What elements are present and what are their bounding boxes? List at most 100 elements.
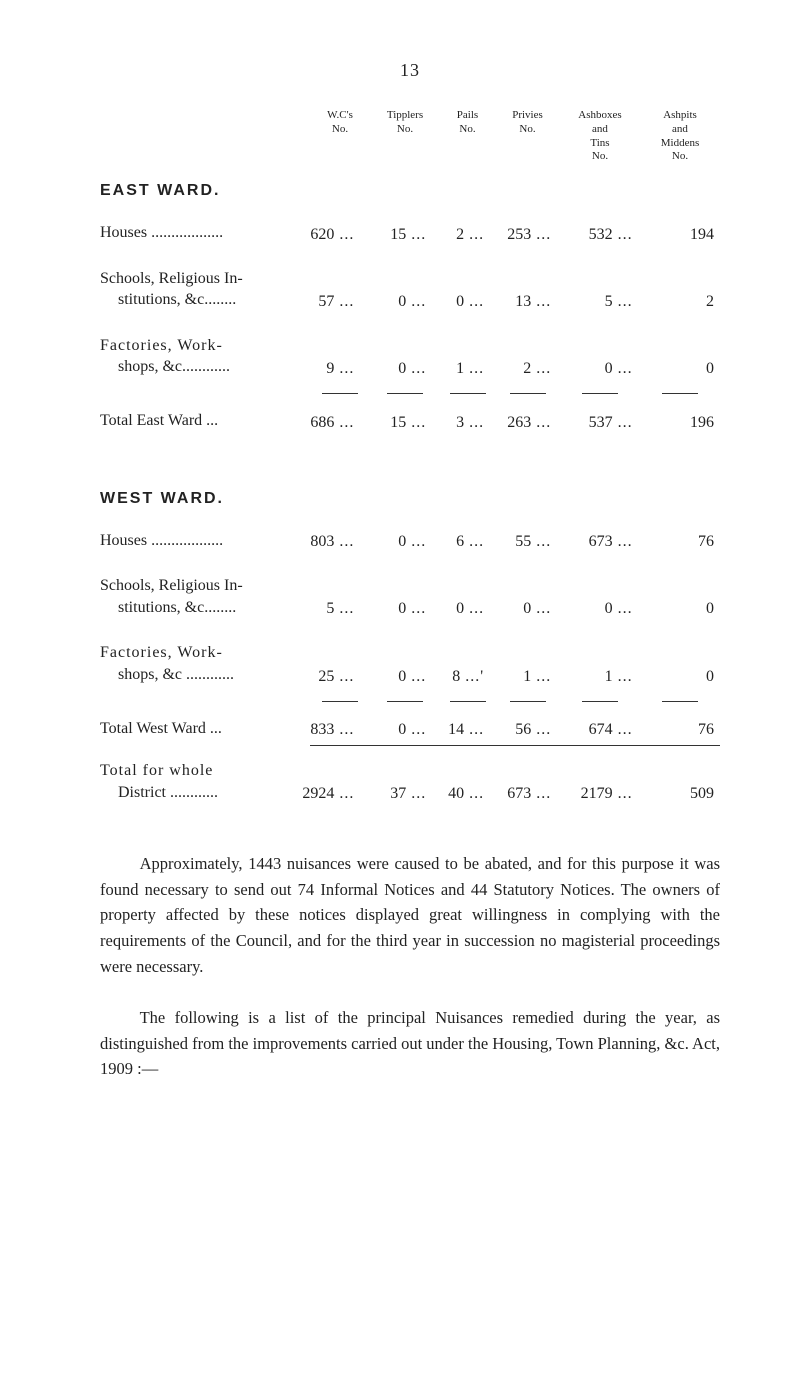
row-label: Houses ..................: [100, 530, 298, 552]
cell: 509: [639, 785, 720, 803]
row-label: Total East Ward ...: [100, 410, 298, 432]
header-text: No.: [310, 123, 370, 137]
row-label-line: stitutions, &c........: [100, 289, 298, 311]
header-ashboxes: Ashboxes and Tins No.: [560, 109, 640, 164]
cell: 1 ...: [432, 360, 490, 378]
header-text: No.: [370, 123, 440, 137]
cell: 2 ...: [490, 360, 557, 378]
cell: 2 ...: [432, 226, 490, 244]
cell: 0: [639, 360, 720, 378]
subtotal-rule: [100, 690, 720, 708]
cell: 0 ...: [490, 600, 557, 618]
table-row: Houses .................. 620 ... 15 ...…: [100, 222, 720, 244]
cell: 0: [639, 600, 720, 618]
cell: 13 ...: [490, 293, 557, 311]
cell: 2179 ...: [557, 785, 638, 803]
header-text: W.C's: [310, 109, 370, 123]
cell: 37 ...: [360, 785, 432, 803]
cell: 0 ...: [557, 360, 638, 378]
subtotal-rule: [100, 382, 720, 400]
cell: 0 ...: [557, 600, 638, 618]
cell: 6 ...: [432, 533, 490, 551]
total-row: Total East Ward ... 686 ... 15 ... 3 ...…: [100, 410, 720, 432]
header-text: Ashboxes: [560, 109, 640, 123]
page-number: 13: [100, 60, 720, 81]
table-row: Schools, Religious In- stitutions, &c...…: [100, 268, 720, 311]
row-label: Schools, Religious In- stitutions, &c...…: [100, 575, 298, 618]
cell: 0 ...: [360, 360, 432, 378]
header-pails: Pails No.: [440, 109, 495, 164]
cell: 194: [639, 226, 720, 244]
header-text: No.: [560, 150, 640, 164]
cell: 532 ...: [557, 226, 638, 244]
header-text: Privies: [495, 109, 560, 123]
row-label-line: shops, &c ............: [100, 664, 298, 686]
cell: 15 ...: [360, 226, 432, 244]
cell: 0 ...: [360, 293, 432, 311]
header-text: Pails: [440, 109, 495, 123]
page: 13 W.C's No. Tipplers No. Pails No. Priv…: [0, 0, 800, 1388]
cell: 8 ...': [432, 668, 490, 686]
cell: 2: [639, 293, 720, 311]
table-row: Factories, Work- shops, &c............ 9…: [100, 335, 720, 378]
grand-total-row: Total for whole District ............ 29…: [100, 760, 720, 803]
total-row: Total West Ward ... 833 ... 0 ... 14 ...…: [100, 718, 720, 740]
header-privies: Privies No.: [495, 109, 560, 164]
header-text: Ashpits: [640, 109, 720, 123]
cell: 55 ...: [490, 533, 557, 551]
west-ward-heading: WEST WARD.: [100, 490, 720, 508]
header-text: and: [560, 123, 640, 137]
row-label: Total for whole District ............: [100, 760, 298, 803]
header-text: No.: [640, 150, 720, 164]
cell: 1 ...: [490, 668, 557, 686]
row-label-line: District ............: [100, 782, 298, 804]
cell: 0 ...: [360, 721, 432, 739]
cell: 2924 ...: [298, 785, 361, 803]
cell: 3 ...: [432, 414, 490, 432]
cell: 1 ...: [557, 668, 638, 686]
table-row: Houses .................. 803 ... 0 ... …: [100, 530, 720, 552]
cell: 0 ...: [360, 600, 432, 618]
row-label-line: Factories, Work-: [100, 335, 298, 357]
cell: 537 ...: [557, 414, 638, 432]
cell: 25 ...: [298, 668, 361, 686]
row-label-line: stitutions, &c........: [100, 597, 298, 619]
cell: 15 ...: [360, 414, 432, 432]
row-label: Houses ..................: [100, 222, 298, 244]
header-text: No.: [495, 123, 560, 137]
row-label: Factories, Work- shops, &c ............: [100, 642, 298, 685]
east-ward-heading: EAST WARD.: [100, 182, 720, 200]
header-wcs: W.C's No.: [310, 109, 370, 164]
header-tipplers: Tipplers No.: [370, 109, 440, 164]
cell: 0: [639, 668, 720, 686]
header-text: Tipplers: [370, 109, 440, 123]
row-label-line: Factories, Work-: [100, 642, 298, 664]
table-row: Schools, Religious In- stitutions, &c...…: [100, 575, 720, 618]
row-label-line: Total for whole: [100, 760, 298, 782]
row-label: Total West Ward ...: [100, 718, 298, 740]
cell: 803 ...: [298, 533, 361, 551]
row-label-line: shops, &c............: [100, 356, 298, 378]
header-lead: [100, 109, 310, 164]
table-row: Factories, Work- shops, &c ............ …: [100, 642, 720, 685]
cell: 673 ...: [557, 533, 638, 551]
cell: 56 ...: [490, 721, 557, 739]
row-label-line: Schools, Religious In-: [100, 268, 298, 290]
cell: 0 ...: [360, 533, 432, 551]
cell: 253 ...: [490, 226, 557, 244]
cell: 674 ...: [557, 721, 638, 739]
header-text: No.: [440, 123, 495, 137]
cell: 14 ...: [432, 721, 490, 739]
cell: 673 ...: [490, 785, 557, 803]
cell: 0 ...: [432, 600, 490, 618]
cell: 620 ...: [298, 226, 361, 244]
cell: 76: [639, 721, 720, 739]
cell: 5 ...: [298, 600, 361, 618]
paragraph: Approximately, 1443 nuisances were cause…: [100, 851, 720, 979]
paragraph: The following is a list of the principal…: [100, 1005, 720, 1082]
cell: 5 ...: [557, 293, 638, 311]
cell: 833 ...: [298, 721, 361, 739]
cell: 9 ...: [298, 360, 361, 378]
header-ashpits: Ashpits and Middens No.: [640, 109, 720, 164]
header-text: and: [640, 123, 720, 137]
